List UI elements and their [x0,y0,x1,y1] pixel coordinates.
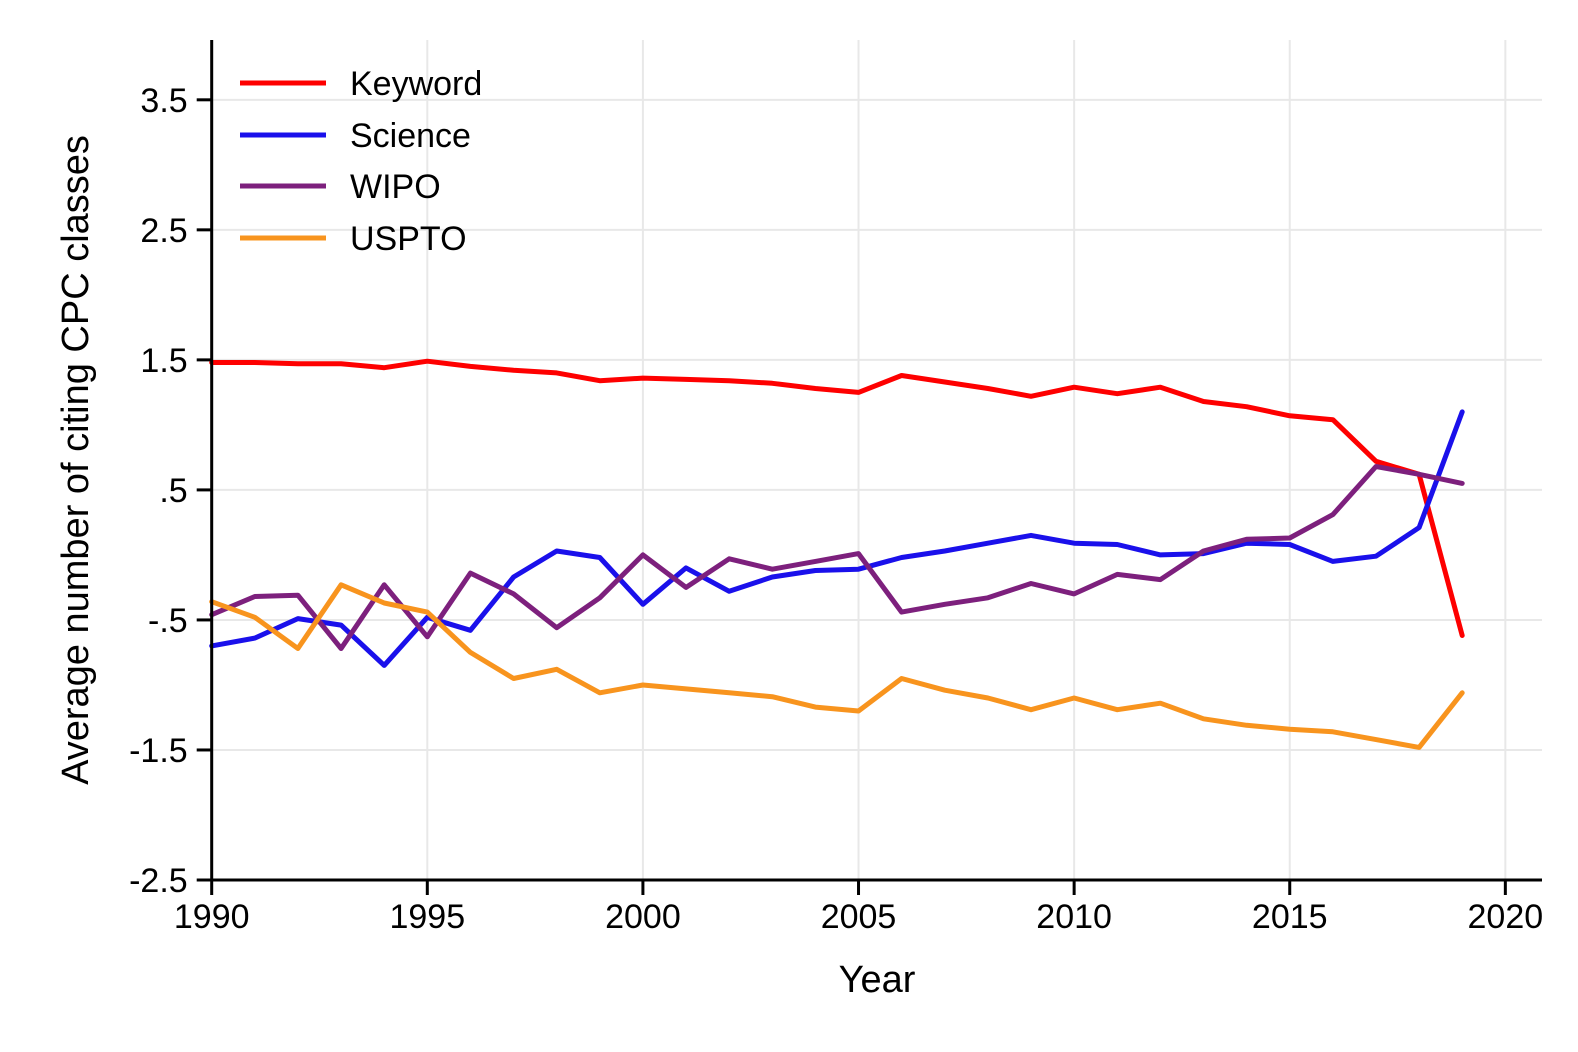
series-line-uspto [209,582,1465,750]
y-tick-label: -.5 [148,602,188,640]
y-axis-title: Average number of citing CPC classes [55,135,97,785]
legend-label-uspto: USPTO [350,220,467,258]
y-tick-label: 2.5 [140,212,187,250]
y-tick-label: -2.5 [129,862,188,900]
y-tick-label: .5 [159,472,187,510]
x-tick-label: 2010 [1036,898,1112,936]
grid-layer [211,40,1542,880]
legend: Keyword Science WIPO USPTO [240,65,482,258]
x-tick-label: 2015 [1252,898,1328,936]
x-tick-label: 2020 [1468,898,1544,936]
legend-item-keyword: Keyword [240,65,482,103]
y-tick-label: 3.5 [140,82,187,120]
legend-item-science: Science [240,117,471,155]
x-tick-label: 1995 [389,898,465,936]
series-line-keyword [209,358,1465,638]
y-tick-label: 1.5 [140,342,187,380]
y-tick-label: -1.5 [129,732,188,770]
legend-label-wipo: WIPO [350,168,441,206]
x-axis-title: Year [839,959,916,1001]
x-tick-label: 2005 [821,898,897,936]
legend-item-wipo: WIPO [240,168,441,206]
x-tick-label: 2000 [605,898,681,936]
legend-label-science: Science [350,117,471,155]
legend-label-keyword: Keyword [350,65,482,103]
series-layer [209,358,1465,750]
legend-item-uspto: USPTO [240,220,467,258]
series-line-wipo [209,464,1465,651]
x-tick-label: 1990 [174,898,250,936]
